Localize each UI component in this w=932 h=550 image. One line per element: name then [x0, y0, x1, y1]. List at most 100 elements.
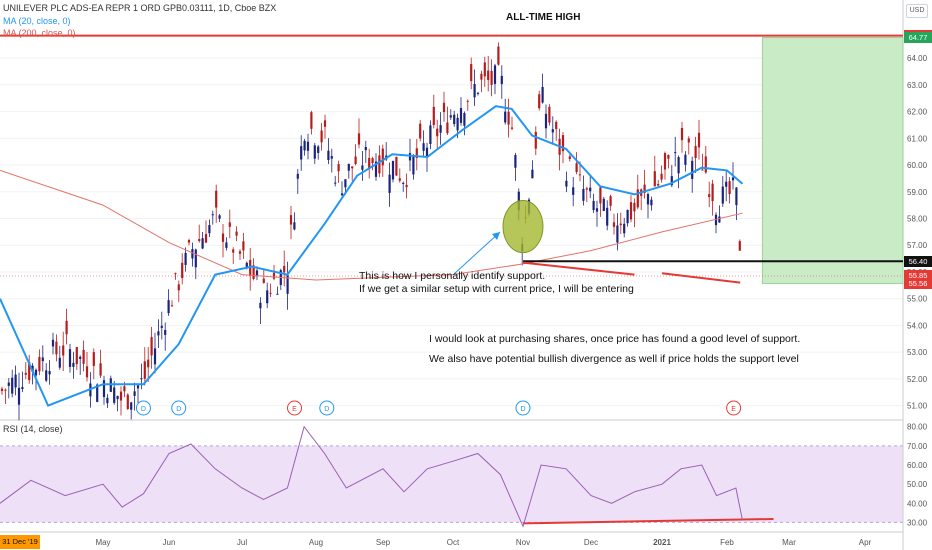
- candle-body: [130, 402, 133, 410]
- candle-body: [177, 284, 180, 291]
- candle-body: [708, 194, 711, 198]
- candle-body: [170, 305, 174, 307]
- candle-body: [731, 177, 735, 181]
- candle-body: [429, 125, 432, 145]
- start-date-label: 31 Dec '19: [0, 535, 40, 549]
- price-label: 55.56: [904, 278, 932, 290]
- candle-body: [215, 190, 218, 208]
- event-marker: [135, 400, 151, 416]
- candle-body: [660, 173, 663, 180]
- candle-body: [7, 382, 10, 386]
- candle-body: [514, 155, 517, 168]
- time-tick-label: Sep: [376, 538, 391, 547]
- candle-body: [391, 160, 395, 180]
- candle-body: [296, 173, 299, 179]
- candle-body: [228, 222, 231, 227]
- candle-body: [711, 183, 714, 202]
- event-marker-letter: D: [520, 406, 525, 413]
- candle-body: [48, 371, 51, 375]
- support-note-line1: This is how I personally identify suppor…: [359, 270, 546, 282]
- candle-body: [507, 111, 510, 125]
- candle-body: [167, 300, 170, 314]
- price-tick-label: 63.00: [907, 81, 928, 90]
- candle-body: [232, 249, 235, 253]
- candle-body: [687, 138, 690, 143]
- candle-body: [697, 132, 701, 148]
- candle-body: [225, 242, 228, 248]
- chart-title: UNILEVER PLC ADS-EA REPR 1 ORD GPB0.0311…: [3, 3, 277, 13]
- candle-body: [544, 113, 548, 129]
- candle-body: [34, 369, 38, 376]
- candle-body: [378, 155, 381, 174]
- candle-body: [45, 370, 48, 381]
- candle-body: [585, 188, 588, 190]
- candle-body: [432, 106, 435, 126]
- candle-body: [701, 169, 704, 171]
- candle-body: [140, 378, 143, 380]
- candle-body: [609, 196, 612, 206]
- candle-body: [663, 153, 667, 170]
- candle-body: [684, 154, 687, 165]
- price-tick-label: 57.00: [907, 241, 928, 250]
- event-marker-letter: D: [141, 406, 146, 413]
- candle-body: [361, 165, 364, 170]
- candle-body: [589, 187, 592, 192]
- rsi-tick-label: 50.00: [907, 480, 928, 489]
- candle-body: [490, 70, 493, 85]
- candle-body: [272, 272, 276, 279]
- candle-body: [198, 239, 201, 242]
- time-tick-label: Apr: [859, 538, 872, 547]
- candle-body: [599, 187, 602, 204]
- rsi-tick-label: 40.00: [907, 499, 928, 508]
- candle-body: [446, 122, 449, 134]
- candle-body: [133, 391, 136, 396]
- candle-body: [415, 148, 418, 158]
- candle-body: [629, 202, 633, 220]
- candle-body: [123, 386, 126, 392]
- candle-body: [677, 157, 680, 174]
- candle-body: [96, 384, 99, 402]
- candle-body: [235, 231, 238, 236]
- time-tick-label: Mar: [782, 538, 796, 547]
- ma200-line: [0, 169, 743, 281]
- candle-body: [337, 164, 340, 172]
- candle-body: [436, 128, 439, 137]
- candle-body: [419, 123, 422, 139]
- candle-body: [691, 160, 694, 179]
- candle-body: [725, 181, 728, 187]
- candle-body: [14, 374, 17, 388]
- candle-body: [55, 341, 58, 355]
- candle-body: [184, 252, 187, 265]
- candle-body: [211, 214, 214, 216]
- candle-body: [11, 377, 14, 394]
- price-tick-label: 62.00: [907, 108, 928, 117]
- currency-button[interactable]: USD: [906, 4, 928, 18]
- candle-body: [612, 222, 616, 227]
- candle-body: [68, 349, 72, 367]
- candle-body: [269, 292, 272, 294]
- candle-body: [439, 125, 442, 133]
- candle-body: [531, 169, 534, 179]
- candle-body: [320, 130, 323, 143]
- candle-body: [534, 131, 537, 149]
- event-marker-letter: E: [292, 406, 297, 413]
- candle-body: [466, 100, 469, 102]
- candle-body: [119, 391, 123, 401]
- candle-body: [405, 184, 408, 188]
- candle-body: [245, 262, 248, 268]
- candle-body: [568, 156, 571, 160]
- candle-body: [738, 241, 741, 251]
- candle-body: [449, 115, 452, 118]
- rsi-tick-label: 80.00: [907, 423, 928, 432]
- candle-body: [82, 349, 85, 364]
- event-marker-letter: E: [731, 406, 736, 413]
- price-trendline-right: [661, 272, 741, 284]
- candle-body: [72, 362, 75, 367]
- candle-body: [728, 181, 731, 195]
- candle-body: [4, 389, 7, 391]
- candle-body: [181, 262, 184, 279]
- candle-body: [344, 179, 347, 188]
- candle-body: [174, 273, 177, 275]
- candle-body: [623, 223, 626, 234]
